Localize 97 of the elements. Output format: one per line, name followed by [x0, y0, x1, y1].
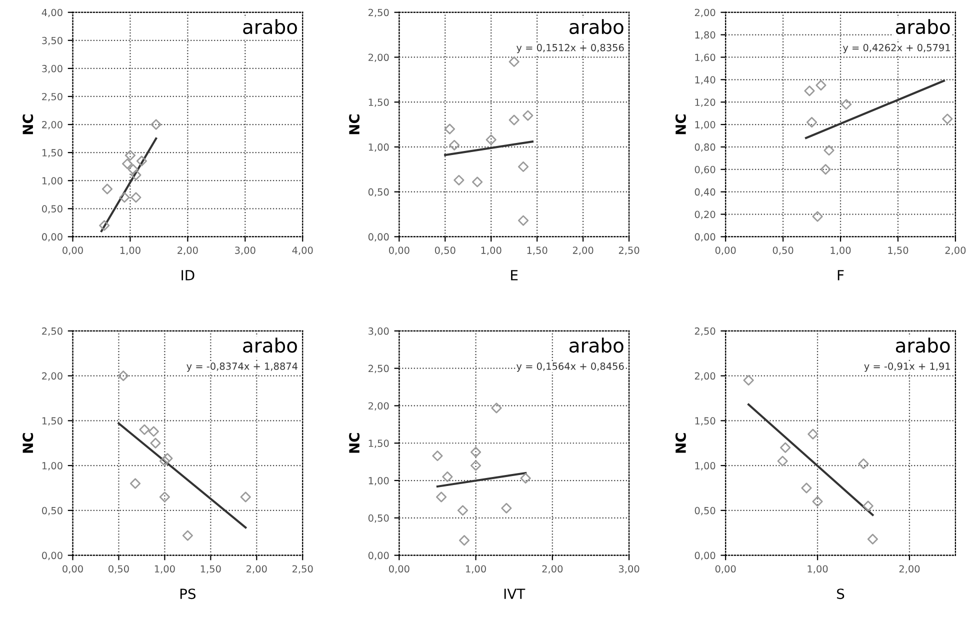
y-tick-label: 1,50	[368, 98, 389, 107]
x-tick-label: 0,50	[108, 565, 129, 574]
x-tick-label: 3,00	[235, 246, 256, 255]
y-tick-label: 2,50	[42, 327, 62, 336]
y-tick-label: 0,50	[694, 506, 716, 516]
y-tick-label: 1,00	[695, 121, 716, 130]
x-axis-title: PS	[180, 588, 196, 600]
x-tick-label: 1,50	[527, 246, 548, 255]
x-axis-title: IVT	[504, 588, 526, 599]
x-tick-label: 1,00	[466, 565, 486, 574]
annotation: y = 0,4262x + 0,5791	[842, 44, 950, 54]
annotation: y = -0,91x + 1,91	[864, 362, 950, 372]
y-tick-label: 0,50	[42, 506, 62, 516]
y-tick-label: 0,00	[368, 552, 389, 560]
annotation: arabo	[896, 338, 950, 353]
y-tick-label: 0,20	[694, 210, 716, 220]
x-tick-label: 1,50	[200, 565, 221, 574]
y-axis-title: NC	[22, 114, 34, 134]
annotation: arabo	[570, 338, 624, 353]
x-tick-label: 2,50	[618, 246, 640, 255]
x-tick-label: 0,00	[62, 246, 83, 255]
x-tick-label: 0,00	[388, 565, 410, 574]
annotation: y = 0,1564x + 0,8456	[516, 362, 624, 372]
y-axis-title: NC	[349, 433, 360, 453]
y-tick-label: 2,50	[42, 92, 62, 102]
x-tick-label: 1,00	[808, 565, 828, 574]
x-axis-title: ID	[182, 270, 194, 280]
x-tick-label: 0,00	[715, 246, 736, 255]
annotation: arabo	[570, 19, 624, 34]
y-tick-label: 0,00	[42, 552, 62, 560]
y-tick-label: 0,00	[42, 233, 62, 242]
y-tick-label: 1,50	[368, 440, 389, 448]
x-tick-label: 3,00	[618, 565, 640, 574]
y-tick-label: 0,50	[368, 188, 389, 197]
x-tick-label: 2,00	[246, 565, 267, 574]
annotation: y = 0,1512x + 0,8356	[516, 44, 624, 54]
annotation: arabo	[896, 19, 950, 34]
annotation: arabo	[243, 338, 297, 353]
y-tick-label: 1,50	[42, 149, 62, 158]
x-axis-title: S	[837, 588, 844, 600]
y-tick-label: 0,50	[368, 514, 389, 523]
x-tick-label: 1,00	[120, 246, 140, 255]
y-tick-label: 1,00	[695, 462, 716, 470]
y-axis-title: NC	[675, 433, 686, 453]
x-axis-title: E	[511, 270, 518, 280]
x-axis-title: F	[838, 270, 844, 280]
y-axis-title: NC	[675, 114, 686, 134]
y-axis-title: NC	[22, 433, 34, 453]
y-tick-label: 1,40	[695, 76, 716, 84]
annotation: y = -0,8374x + 1,8874	[186, 362, 298, 372]
x-tick-label: 2,00	[572, 246, 594, 255]
x-tick-label: 1,00	[830, 246, 851, 255]
y-tick-label: 2,00	[368, 402, 389, 411]
y-tick-label: 1,50	[42, 417, 62, 426]
x-tick-label: 0,00	[62, 565, 83, 574]
y-tick-label: 1,00	[368, 143, 389, 152]
x-tick-label: 1,50	[888, 246, 908, 255]
y-tick-label: 0,80	[694, 143, 716, 152]
y-tick-label: 2,00	[42, 121, 62, 130]
y-tick-label: 1,00	[368, 476, 389, 486]
y-tick-label: 3,00	[368, 327, 389, 336]
y-tick-label: 3,00	[42, 64, 62, 74]
annotation: arabo	[243, 19, 297, 34]
x-tick-label: 4,00	[292, 246, 313, 255]
y-tick-label: 0,00	[694, 233, 716, 242]
y-tick-label: 1,00	[42, 177, 62, 186]
x-tick-label: 0,00	[388, 246, 410, 255]
x-tick-label: 1,00	[481, 246, 502, 255]
y-tick-label: 0,00	[694, 552, 716, 560]
x-tick-label: 0,50	[434, 246, 456, 255]
y-tick-label: 1,80	[695, 31, 716, 40]
y-tick-label: 2,00	[694, 8, 716, 18]
y-tick-label: 2,50	[368, 364, 389, 374]
x-tick-label: 2,50	[292, 565, 313, 574]
y-tick-label: 2,50	[368, 8, 389, 18]
x-tick-label: 2,00	[945, 246, 966, 255]
y-tick-label: 3,50	[42, 36, 62, 46]
y-tick-label: 1,60	[695, 54, 716, 62]
y-tick-label: 2,50	[694, 327, 716, 336]
y-tick-label: 2,00	[694, 372, 716, 381]
x-tick-label: 0,50	[772, 246, 794, 255]
x-tick-label: 2,00	[542, 565, 563, 574]
x-tick-label: 1,00	[154, 565, 175, 574]
y-tick-label: 2,00	[42, 372, 62, 381]
x-tick-label: 2,00	[178, 246, 198, 255]
x-tick-label: 0,00	[715, 565, 736, 574]
y-tick-label: 2,00	[368, 54, 389, 62]
y-tick-label: 1,20	[695, 98, 716, 107]
y-axis-title: NC	[349, 114, 360, 134]
y-tick-label: 0,50	[42, 205, 62, 214]
y-tick-label: 4,00	[42, 8, 62, 18]
x-tick-label: 2,00	[899, 565, 920, 574]
y-tick-label: 0,40	[694, 188, 716, 197]
y-tick-label: 0,00	[368, 233, 389, 242]
y-tick-label: 1,00	[42, 462, 62, 470]
y-tick-label: 0,60	[694, 166, 716, 174]
y-tick-label: 1,50	[695, 417, 716, 426]
